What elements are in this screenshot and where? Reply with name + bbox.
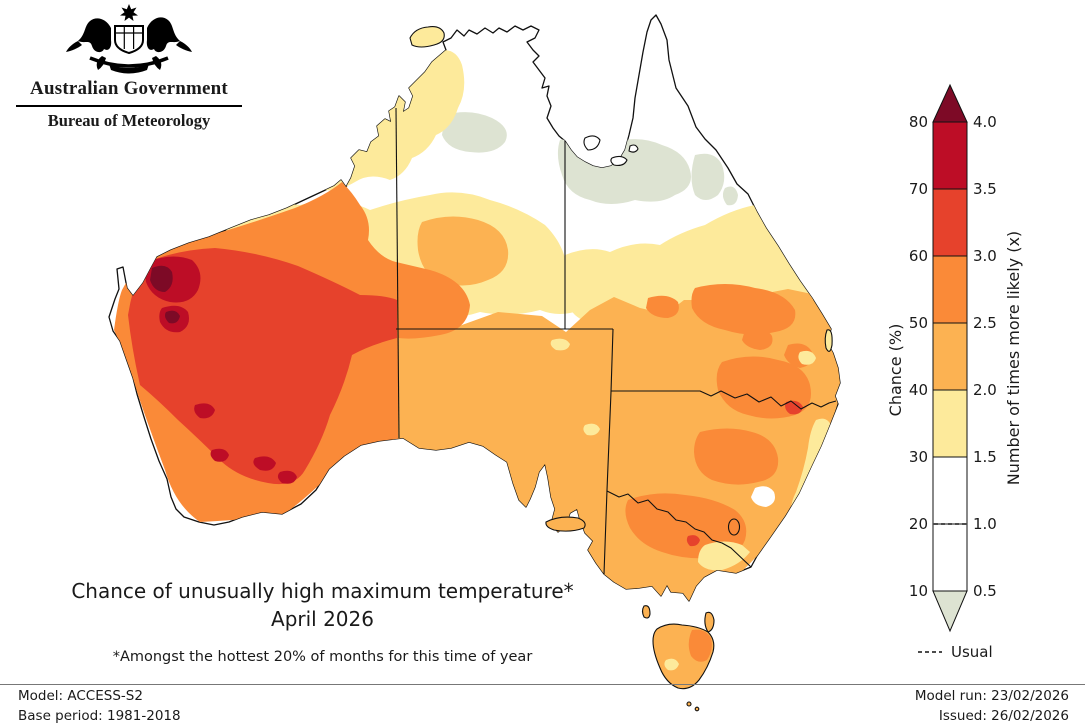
region-5060-nsw-north [742, 328, 773, 350]
coat-of-arms [66, 4, 192, 74]
ratio-4.0: 4.0 [973, 113, 997, 131]
map-title: Chance of unusually high maximum tempera… [71, 579, 574, 603]
footer-left: Model: ACCESS-S2 Base period: 1981-2018 [18, 686, 181, 726]
crest-star [120, 4, 138, 21]
footer-model-run: Model run: 23/02/2026 [914, 688, 1069, 704]
bureau-label: Bureau of Meteorology [47, 111, 211, 130]
ratio-axis-label: Number of times more likely (x) [1004, 231, 1023, 485]
region-3040-sa-fleck1 [550, 338, 570, 351]
tasmania-regions [664, 629, 712, 671]
ratio-2.0: 2.0 [973, 381, 997, 399]
footer-base-period: Base period: 1981-2018 [18, 708, 181, 724]
island-groote [583, 135, 601, 151]
tick-10: 10 [909, 582, 928, 600]
region-below-usual-qld2 [722, 186, 738, 206]
region-below-usual-qld [691, 153, 725, 200]
ratio-3.5: 3.5 [973, 180, 997, 198]
island-king [641, 605, 651, 619]
island-bruny [686, 701, 692, 707]
border-act [727, 518, 741, 536]
region-below-usual-gulf-west [442, 112, 507, 153]
footer-divider [0, 684, 1085, 685]
ratio-2.5: 2.5 [973, 314, 997, 332]
logo-divider [16, 105, 242, 107]
colorbar-left-ticks: 80 70 60 50 40 30 20 10 [909, 113, 928, 600]
colorbar-seg-60-70 [932, 188, 968, 257]
island-tas-south [694, 706, 700, 712]
region-6070-vic-spot [686, 535, 700, 547]
government-label: Australian Government [30, 78, 228, 99]
island-tiwi [409, 26, 445, 48]
tick-20: 20 [909, 515, 928, 533]
region-80plus-wa1 [150, 265, 173, 292]
chance-axis-label: Chance (%) [886, 324, 905, 417]
footer-model: Model: ACCESS-S2 [18, 688, 143, 704]
region-7080-wa6 [277, 470, 297, 484]
island-wellesley [628, 144, 639, 153]
tick-50: 50 [909, 314, 928, 332]
ratio-3.0: 3.0 [973, 247, 997, 265]
region-5060-vic [625, 493, 747, 559]
tick-40: 40 [909, 381, 928, 399]
region-7080-wa5 [253, 456, 276, 471]
region-1030-alpine [751, 486, 775, 507]
tick-30: 30 [909, 448, 928, 466]
region-5060-qld-central [691, 284, 796, 335]
colorbar-right-ticks: 4.0 3.5 3.0 2.5 2.0 1.5 1.0 0.5 [973, 113, 997, 600]
usual-label: Usual [951, 643, 993, 661]
bom-logo: Australian Government Bureau of Meteorol… [14, 4, 244, 131]
tick-70: 70 [909, 180, 928, 198]
ratio-0.5: 0.5 [973, 582, 997, 600]
region-5060-nsw-mid [694, 428, 779, 485]
region-5060-tas-ne [688, 629, 712, 662]
map-titles: Chance of unusually high maximum tempera… [0, 579, 645, 665]
crest-kangaroo [78, 18, 112, 53]
island-fraser [824, 329, 833, 352]
border-sa-east [603, 328, 614, 575]
region-5060-qld-west [646, 295, 679, 318]
region-7080-wa4 [210, 448, 229, 462]
colorbar-arrow-top [932, 83, 968, 123]
island-kangaroo [545, 516, 586, 532]
border-nsw-vic [606, 490, 752, 568]
map-footnote: *Amongst the hottest 20% of months for t… [112, 649, 533, 665]
border-wa [395, 107, 400, 439]
region-6070-nsw-spot [785, 400, 803, 415]
region-3040-sa-fleck2 [583, 423, 600, 436]
ratio-1.5: 1.5 [973, 448, 997, 466]
border-qld-nsw [611, 390, 837, 410]
region-4050-nt-blob [417, 216, 509, 286]
footer-issued: Issued: 26/02/2026 [938, 708, 1069, 724]
crest-scroll [109, 64, 149, 74]
footer-right: Model run: 23/02/2026 Issued: 26/02/2026 [915, 686, 1069, 726]
region-3040-tas [664, 658, 679, 671]
colorbar-seg-20-30 [932, 456, 968, 525]
crest-emu [146, 17, 180, 53]
region-7080-wa3 [194, 403, 215, 419]
region-3040-seq-fleck [798, 350, 816, 365]
region-80plus-wa2 [165, 310, 180, 324]
colorbar-seg-50-60 [932, 255, 968, 324]
map-period: April 2026 [271, 607, 374, 631]
colorbar-arrow-bottom [932, 590, 968, 633]
region-6070-wa-core [128, 248, 397, 485]
island-flinders [704, 611, 715, 633]
colorbar-seg-70-80 [932, 121, 968, 190]
ratio-1.0: 1.0 [973, 515, 997, 533]
tick-60: 60 [909, 247, 928, 265]
state-borders [395, 107, 837, 575]
region-3040-gippsland [698, 541, 750, 571]
island-mornington [610, 155, 628, 166]
islands [409, 26, 833, 712]
region-3040-kimberley [322, 50, 465, 191]
tick-80: 80 [909, 113, 928, 131]
colorbar-seg-40-50 [932, 322, 968, 391]
colorbar-seg-10-20 [932, 523, 968, 592]
colorbar-seg-30-40 [932, 389, 968, 458]
